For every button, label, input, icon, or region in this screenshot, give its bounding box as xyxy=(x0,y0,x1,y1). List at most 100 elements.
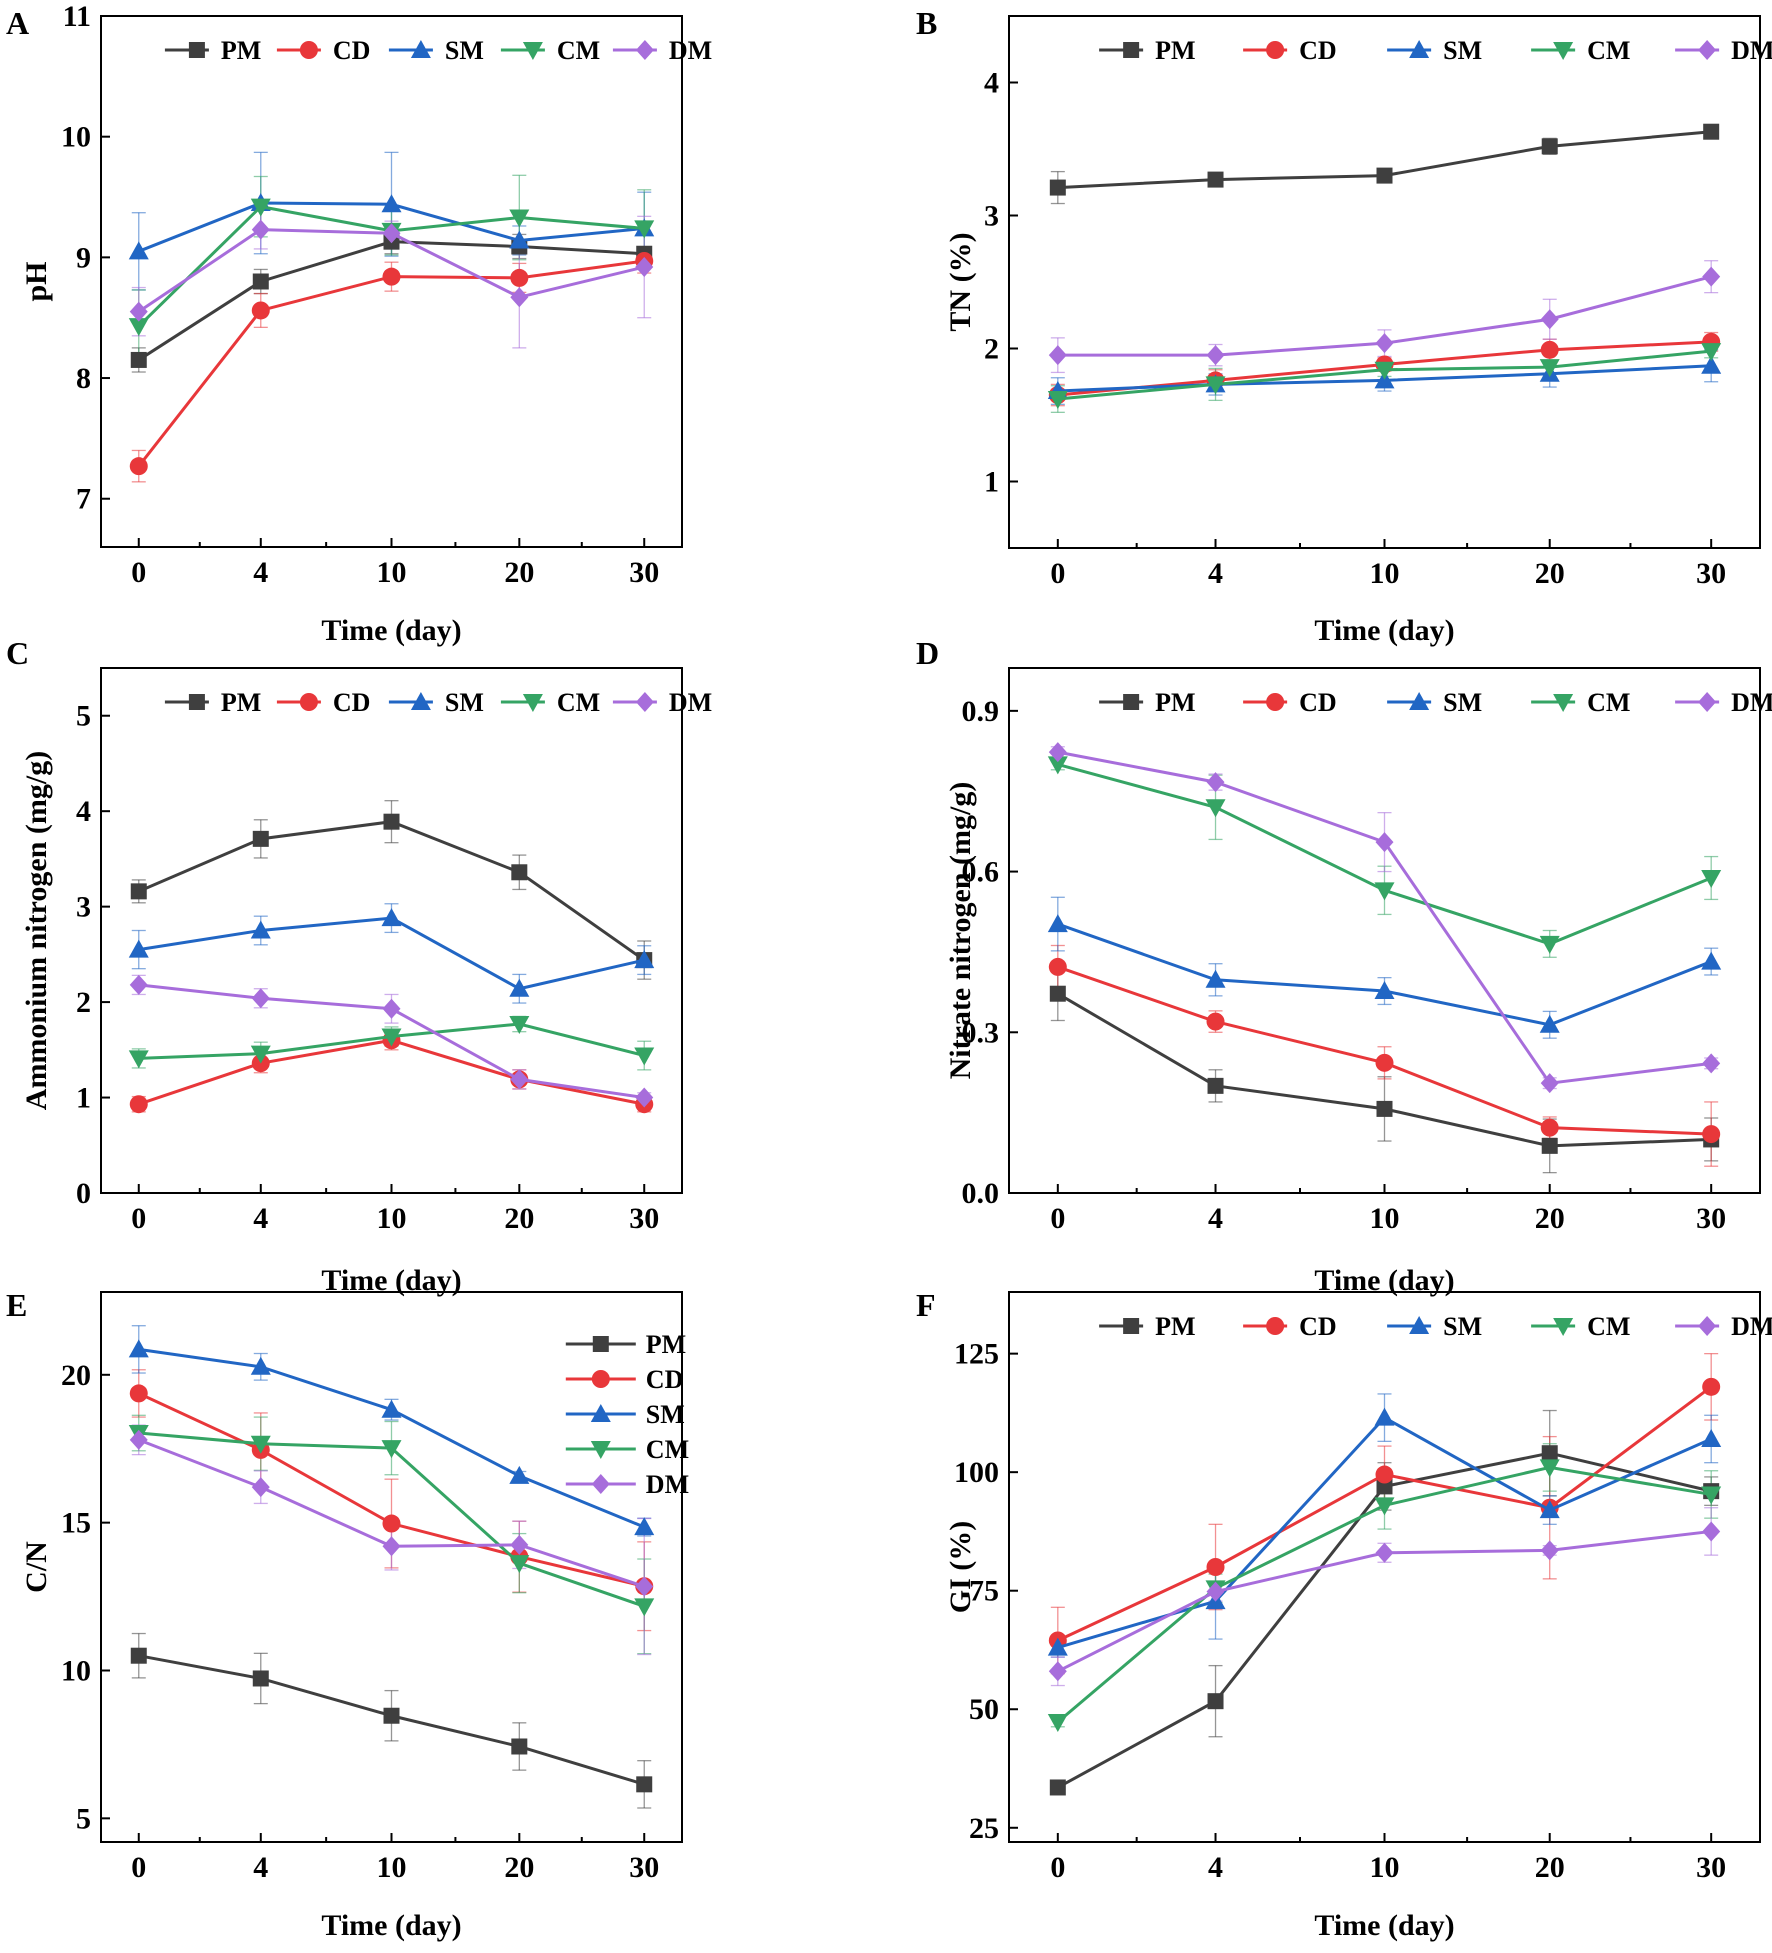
legend-label-cm: CM xyxy=(1587,688,1630,717)
legend-marker xyxy=(1123,694,1140,710)
data-point-cm xyxy=(128,1050,149,1069)
data-point-cm xyxy=(634,1598,655,1617)
y-axis-label: pH xyxy=(20,261,53,301)
data-point-pm xyxy=(511,864,528,881)
data-point-cm xyxy=(1701,870,1722,888)
data-point-dm xyxy=(251,988,270,1009)
legend-marker xyxy=(592,1336,609,1352)
y-tick-label: 9 xyxy=(76,241,91,274)
data-point-pm xyxy=(252,273,269,290)
data-point-dm xyxy=(510,1069,529,1090)
legend-label-cd: CD xyxy=(333,688,371,717)
legend-label-pm: PM xyxy=(1155,36,1195,65)
y-tick-label: 20 xyxy=(61,1359,91,1392)
x-tick-label: 0 xyxy=(1050,557,1065,590)
data-point-cm xyxy=(1539,359,1560,378)
legend-label-cm: CM xyxy=(646,1435,689,1464)
legend-label-dm: DM xyxy=(669,688,712,717)
data-point-sm xyxy=(250,920,271,939)
y-tick-label: 125 xyxy=(954,1338,999,1371)
data-point-dm xyxy=(1540,1073,1559,1094)
x-tick-label: 30 xyxy=(629,556,659,589)
y-tick-label: 2 xyxy=(76,986,91,1019)
y-tick-label: 4 xyxy=(984,67,999,100)
data-point-sm xyxy=(1205,969,1226,988)
data-point-cd xyxy=(1540,1118,1559,1137)
legend-label-sm: SM xyxy=(1443,688,1482,717)
legend-marker xyxy=(522,42,543,60)
data-point-cm xyxy=(1205,799,1226,818)
data-point-pm xyxy=(383,1707,400,1724)
x-axis-label: Time (day) xyxy=(321,614,461,647)
y-tick-label: 10 xyxy=(61,1654,91,1687)
x-tick-label: 4 xyxy=(253,1851,268,1884)
x-tick-label: 10 xyxy=(377,1202,407,1235)
series-line-sm xyxy=(1057,922,1712,1027)
y-tick-label: 3 xyxy=(76,891,91,924)
data-point-cm xyxy=(509,209,530,228)
data-point-cd xyxy=(510,268,529,287)
data-point-dm xyxy=(251,219,270,240)
y-tick-label: 0.6 xyxy=(962,856,1000,889)
y-axis-label: C/N xyxy=(20,1541,53,1593)
data-point-cd xyxy=(251,301,270,320)
legend-label-dm: DM xyxy=(1731,688,1772,717)
y-tick-label: 7 xyxy=(76,483,91,516)
y-axis-label: GI (%) xyxy=(944,1521,977,1614)
x-tick-label: 0 xyxy=(1050,1202,1065,1235)
y-tick-label: 5 xyxy=(76,1802,91,1835)
y-tick-label: 11 xyxy=(63,0,91,33)
data-point-sm xyxy=(381,908,402,927)
data-point-cd xyxy=(1702,1377,1721,1396)
data-point-cm xyxy=(1374,1497,1395,1516)
data-point-cm xyxy=(1374,882,1395,901)
chart-panel-e: 5 10 15 20 0 4 10 20 30 Time (day) C/N E PM CD SM CM DM xyxy=(6,1287,689,1942)
data-point-cd xyxy=(1375,1465,1394,1484)
legend-marker xyxy=(188,694,205,710)
legend-label-sm: SM xyxy=(445,688,484,717)
data-point-pm xyxy=(130,351,147,368)
data-point-cm xyxy=(250,198,271,217)
data-point-cm xyxy=(509,1016,530,1035)
legend-marker xyxy=(1553,1318,1574,1336)
data-point-dm xyxy=(1540,309,1559,330)
legend-label-pm: PM xyxy=(646,1330,686,1359)
legend-label-pm: PM xyxy=(221,688,261,717)
data-point-cm xyxy=(381,1440,402,1459)
x-tick-label: 30 xyxy=(629,1851,659,1884)
data-point-dm xyxy=(1206,772,1225,793)
legend-marker xyxy=(522,694,543,712)
plot-frame xyxy=(1008,1291,1761,1843)
x-tick-label: 4 xyxy=(253,556,268,589)
panel-letter: C xyxy=(6,635,29,671)
chart-panel-f: 25 50 75 100 125 0 4 10 20 30 Time (day) GI (%) F PM C… xyxy=(916,1287,1772,1942)
y-tick-label: 50 xyxy=(969,1693,999,1726)
legend-marker xyxy=(1698,692,1717,712)
data-point-pm xyxy=(130,883,147,900)
legend-label-sm: SM xyxy=(445,36,484,65)
x-tick-label: 20 xyxy=(504,1851,534,1884)
y-tick-label: 75 xyxy=(969,1575,999,1608)
x-axis-label: Time (day) xyxy=(321,1909,461,1942)
data-point-sm xyxy=(509,1465,530,1484)
data-point-cd xyxy=(382,1514,401,1533)
data-point-cm xyxy=(250,1045,271,1064)
chart-panel-b: 1 2 3 4 0 4 10 20 30 Time (day) TN (%) B PM CD SM CM DM xyxy=(916,5,1772,647)
legend-marker xyxy=(410,40,431,58)
data-point-cd xyxy=(1540,340,1559,359)
panel-letter: F xyxy=(916,1287,936,1323)
legend-marker xyxy=(1123,1318,1140,1334)
legend-label-dm: DM xyxy=(1731,1312,1772,1341)
data-point-dm xyxy=(1375,1542,1394,1563)
data-point-dm xyxy=(129,974,148,995)
y-axis-label: Ammonium nitrogen (mg/g) xyxy=(20,751,53,1110)
data-point-pm xyxy=(252,1670,269,1687)
legend-label-cm: CM xyxy=(557,688,600,717)
panel-letter: D xyxy=(916,635,939,671)
data-point-pm xyxy=(383,813,400,830)
x-tick-label: 0 xyxy=(1050,1851,1065,1884)
x-tick-label: 4 xyxy=(1208,1202,1223,1235)
data-point-pm xyxy=(1541,1445,1558,1462)
data-point-sm xyxy=(1539,1500,1560,1519)
legend-label-cd: CD xyxy=(1299,36,1337,65)
